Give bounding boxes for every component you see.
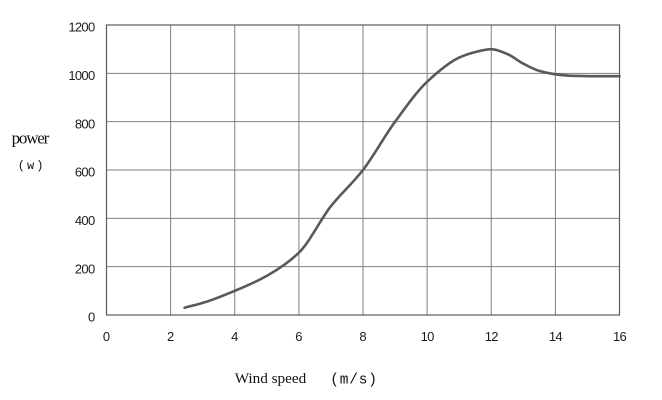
svg-text:200: 200: [75, 261, 95, 276]
svg-text:12: 12: [485, 329, 499, 344]
svg-text:0: 0: [103, 329, 110, 344]
svg-text:1000: 1000: [68, 68, 95, 83]
svg-text:14: 14: [549, 329, 563, 344]
svg-text:(w): (w): [18, 159, 46, 173]
svg-text:10: 10: [421, 329, 435, 344]
svg-text:6: 6: [295, 329, 302, 344]
svg-text:4: 4: [231, 329, 238, 344]
svg-text:8: 8: [359, 329, 366, 344]
svg-text:1200: 1200: [68, 20, 95, 35]
svg-text:16: 16: [613, 329, 627, 344]
svg-text:(m/s): (m/s): [330, 373, 378, 389]
svg-text:800: 800: [75, 116, 95, 131]
svg-text:400: 400: [75, 213, 95, 228]
svg-text:power: power: [12, 129, 50, 148]
svg-text:0: 0: [88, 310, 95, 325]
svg-text:Wind speed: Wind speed: [235, 370, 307, 387]
svg-text:2: 2: [167, 329, 174, 344]
svg-text:600: 600: [75, 165, 95, 180]
